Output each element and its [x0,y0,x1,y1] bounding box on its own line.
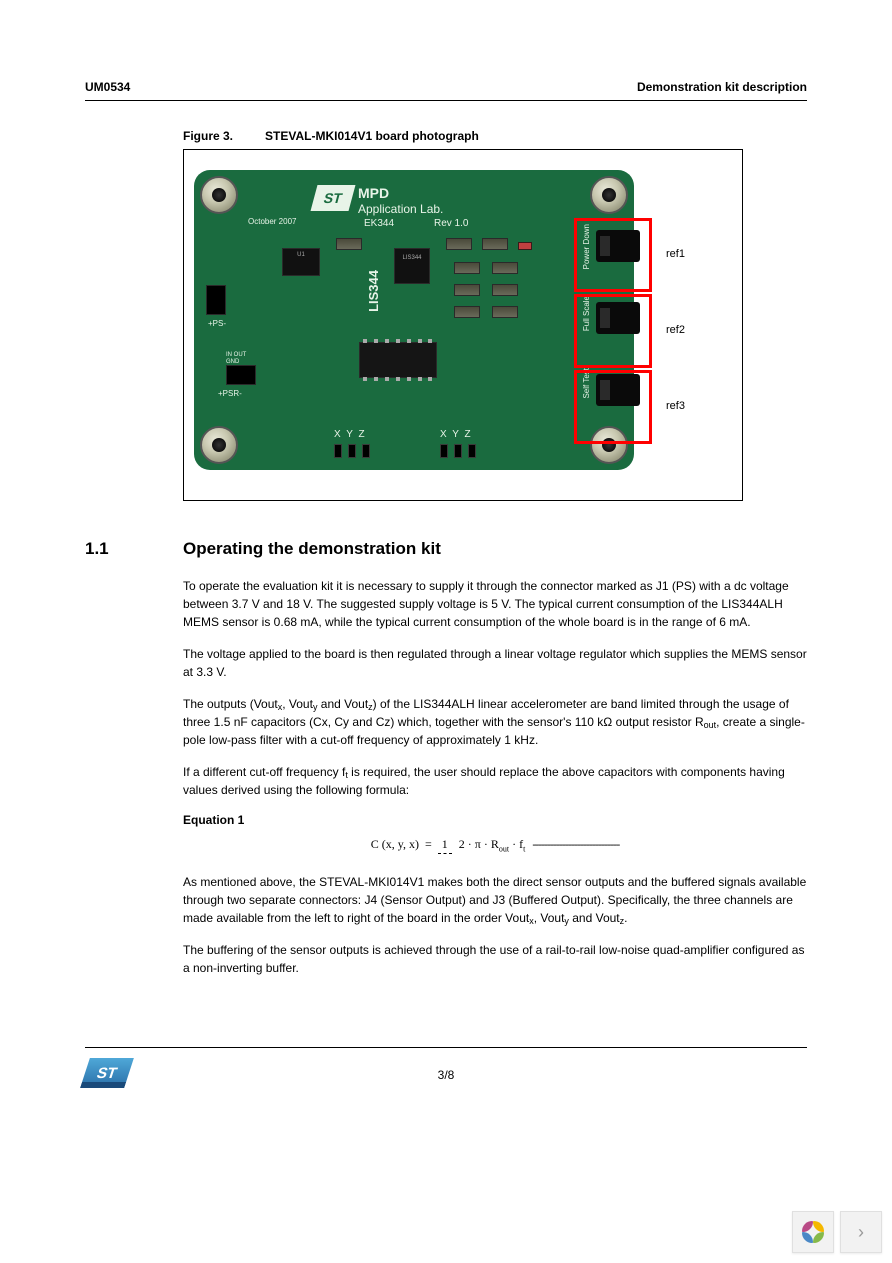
st-logo-icon: ST [311,185,356,211]
page-number: 3/8 [135,1068,757,1082]
figure-number: Figure 3. [183,129,265,143]
date-label: October 2007 [248,218,296,227]
smd [336,238,362,250]
chip-opamp [359,342,437,378]
figure-frame: ST MPD Application Lab. October 2007 EK3… [183,149,743,501]
pin-row-j4 [334,444,370,458]
screw-hole [590,176,628,214]
pcb: ST MPD Application Lab. October 2007 EK3… [194,170,634,470]
paragraph-6: The buffering of the sensor outputs is a… [183,941,807,977]
paragraph-1: To operate the evaluation kit it is nece… [183,577,807,631]
st-footer-logo: ST [85,1058,135,1092]
doc-id: UM0534 [85,80,130,94]
st-logo-icon: ST [80,1058,134,1088]
main-chip-label: LIS344 [366,270,381,312]
viewer-toolbar: › [792,1211,882,1253]
smd [446,238,472,250]
section-title: Operating the demonstration kit [183,539,441,559]
paragraph-2: The voltage applied to the board is then… [183,645,807,681]
pinwheel-icon [802,1221,824,1243]
page-header: UM0534 Demonstration kit description [85,80,807,101]
paragraph-5: As mentioned above, the STEVAL-MKI014V1 … [183,873,807,927]
smd [482,238,508,250]
paragraph-3: The outputs (Voutx, Vouty and Voutz) of … [183,695,807,749]
chevron-right-icon: › [858,1222,864,1243]
smd [454,284,480,296]
ref1-label: ref1 [666,248,685,260]
conn-j1 [206,285,226,315]
psr-label: +PSR- [218,390,242,399]
smd [492,306,518,318]
axis-xyz-2: X Y Z [440,429,471,440]
rev-label: Rev 1.0 [434,218,468,229]
board-photograph: ST MPD Application Lab. October 2007 EK3… [194,170,734,490]
smd [454,306,480,318]
led [518,242,532,250]
screw-hole [200,176,238,214]
inout-label: IN OUTGND [226,352,246,365]
section-heading: 1.1 Operating the demonstration kit [183,539,807,559]
smd [492,284,518,296]
axis-xyz-1: X Y Z [334,429,365,440]
conn-j2 [226,365,256,385]
section-number: 1.1 [85,539,183,559]
ps-label: +PS- [208,320,226,329]
screw-hole [200,426,238,464]
st-logo-area: ST MPD Application Lab. [314,185,443,216]
annotation-box-2 [574,294,652,368]
model-label: EK344 [364,218,394,229]
pin-row-j3 [440,444,476,458]
smd [492,262,518,274]
equation-label: Equation 1 [183,813,807,827]
annotation-box-1 [574,218,652,292]
applab-label: Application Lab. [358,202,443,216]
page-footer: ST 3/8 [85,1047,807,1092]
figure-title: STEVAL-MKI014V1 board photograph [265,129,479,143]
share-button[interactable] [792,1211,834,1253]
equation-1: C (x, y, x) = 1 2 · π · Rout · ft ------… [183,837,807,853]
ref2-label: ref2 [666,324,685,336]
chip-main: LIS344 [394,248,430,284]
ref3-label: ref3 [666,400,685,412]
figure-caption: Figure 3. STEVAL-MKI014V1 board photogra… [183,129,807,143]
header-section: Demonstration kit description [637,80,807,94]
mpd-label: MPD [358,185,443,202]
smd [454,262,480,274]
chip: U1 [282,248,320,276]
next-page-button[interactable]: › [840,1211,882,1253]
paragraph-4: If a different cut-off frequency ft is r… [183,763,807,799]
annotation-box-3 [574,370,652,444]
